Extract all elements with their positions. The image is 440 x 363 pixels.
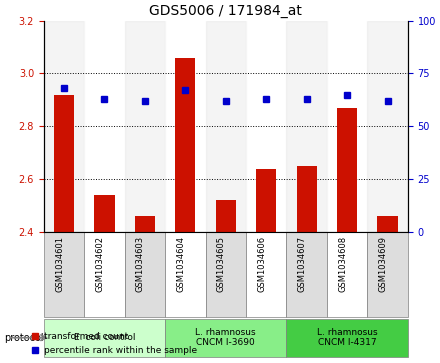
FancyBboxPatch shape [205,232,246,317]
Text: GSM1034601: GSM1034601 [55,236,64,292]
Bar [84,21,125,232]
FancyBboxPatch shape [165,319,286,357]
Bar [205,21,246,232]
Bar [256,168,276,232]
Bar [297,166,317,232]
Title: GDS5006 / 171984_at: GDS5006 / 171984_at [149,4,302,18]
Legend: transformed count, percentile rank within the sample: transformed count, percentile rank withi… [26,329,200,359]
Text: L. rhamnosus
CNCM I-4317: L. rhamnosus CNCM I-4317 [317,328,378,347]
Text: GSM1034603: GSM1034603 [136,236,145,292]
Bar [135,216,155,232]
Bar [165,21,205,232]
Text: GSM1034605: GSM1034605 [217,236,226,292]
Text: protocol: protocol [4,333,44,343]
Text: GSM1034604: GSM1034604 [176,236,185,292]
Bar [44,21,84,232]
FancyBboxPatch shape [367,232,408,317]
Bar [337,108,357,232]
Bar [54,95,74,232]
Bar [175,58,195,232]
Text: E. coli control: E. coli control [73,333,135,342]
Text: GSM1034606: GSM1034606 [257,236,266,292]
Bar [125,21,165,232]
Text: L. rhamnosus
CNCM I-3690: L. rhamnosus CNCM I-3690 [195,328,256,347]
Bar [246,21,286,232]
FancyBboxPatch shape [286,232,327,317]
FancyBboxPatch shape [44,232,84,317]
Bar [378,216,398,232]
FancyBboxPatch shape [84,232,125,317]
Bar [286,21,327,232]
FancyBboxPatch shape [125,232,165,317]
Bar [367,21,408,232]
Bar [327,21,367,232]
FancyBboxPatch shape [286,319,408,357]
Bar [94,195,114,232]
Text: GSM1034609: GSM1034609 [378,236,388,292]
Bar [216,200,236,232]
FancyBboxPatch shape [246,232,286,317]
Text: GSM1034607: GSM1034607 [297,236,307,292]
FancyBboxPatch shape [44,319,165,357]
FancyBboxPatch shape [165,232,205,317]
Text: GSM1034602: GSM1034602 [95,236,104,292]
FancyBboxPatch shape [327,232,367,317]
Text: GSM1034608: GSM1034608 [338,236,347,292]
